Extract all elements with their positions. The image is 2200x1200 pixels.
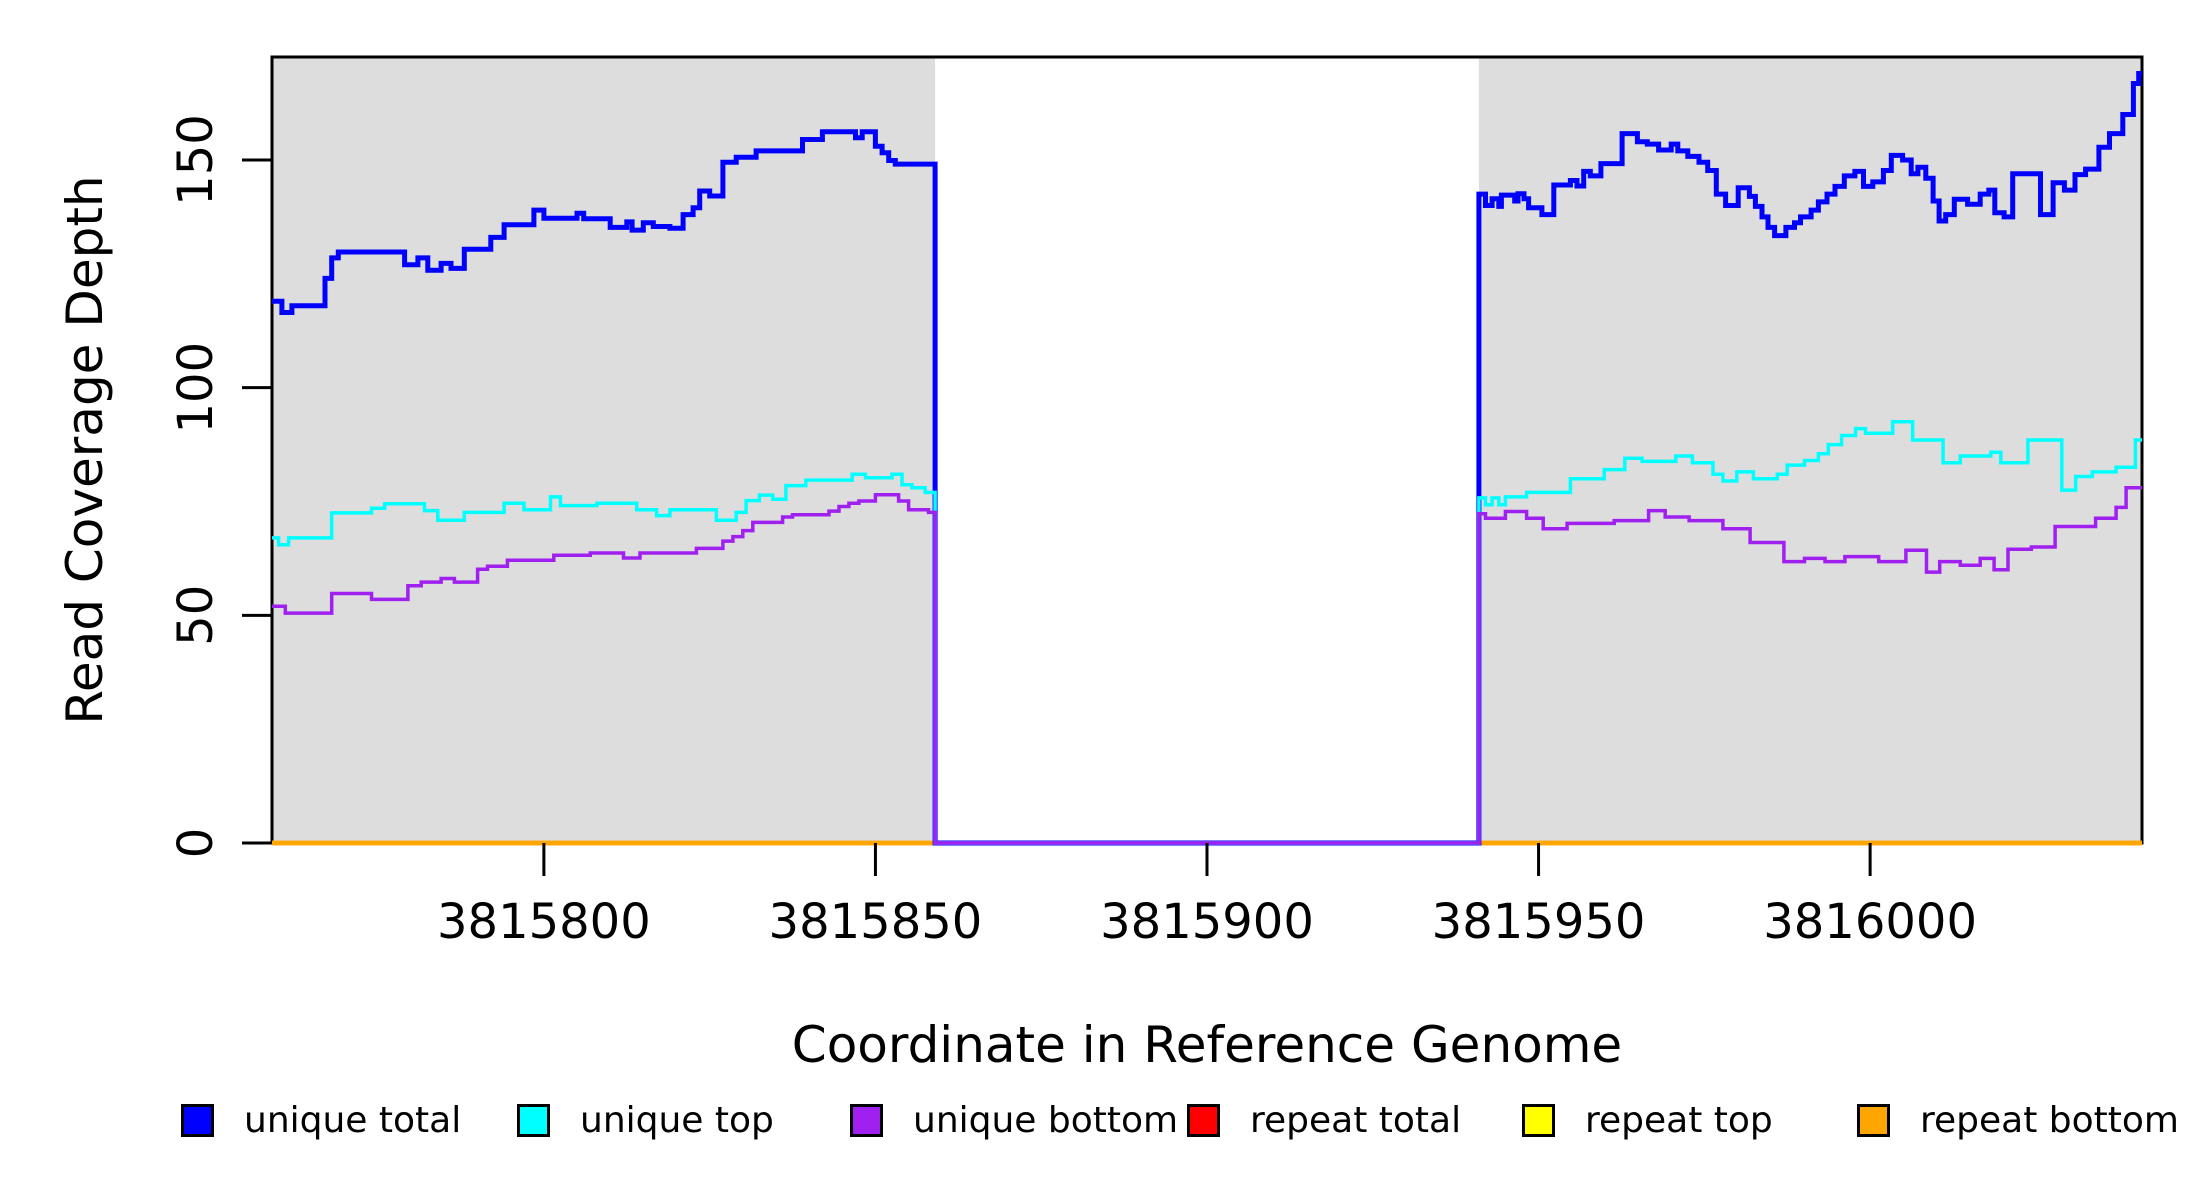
y-tick-label-0: 0 — [168, 828, 224, 859]
y-axis-title: Read Coverage Depth — [56, 175, 114, 725]
legend-swatch-icon — [850, 1104, 883, 1137]
legend-swatch-icon — [1187, 1104, 1220, 1137]
shaded-region-0 — [272, 57, 936, 843]
legend-swatch-icon — [181, 1104, 214, 1137]
legend-label: repeat total — [1250, 1100, 1462, 1141]
legend-item-repeat-bottom: repeat bottom — [1857, 1100, 2179, 1141]
series-unique-total — [272, 71, 2142, 846]
y-tick-label-2: 100 — [168, 342, 224, 434]
legend-label: unique top — [580, 1100, 774, 1141]
series-unique-top — [272, 420, 2142, 845]
legend-item-repeat-top: repeat top — [1522, 1100, 1773, 1141]
x-tick-label-3: 3815950 — [1432, 894, 1646, 950]
series-unique-bottom — [272, 486, 2142, 845]
shaded-region-1 — [1478, 57, 2142, 843]
x-tick-label-1: 3815850 — [769, 894, 983, 950]
x-tick-label-2: 3815900 — [1100, 894, 1314, 950]
legend-swatch-icon — [517, 1104, 550, 1137]
legend-item-unique-total: unique total — [181, 1100, 461, 1141]
legend-label: unique bottom — [913, 1100, 1179, 1141]
legend-item-unique-top: unique top — [517, 1100, 774, 1141]
y-tick-label-1: 50 — [168, 585, 224, 646]
legend-label: repeat top — [1585, 1100, 1773, 1141]
legend-label: unique total — [244, 1100, 462, 1141]
legend: unique total unique top unique bottom repea… — [0, 1100, 2200, 1160]
legend-swatch-icon — [1522, 1104, 1555, 1137]
legend-label: repeat bottom — [1920, 1100, 2179, 1141]
y-tick-label-3: 150 — [168, 114, 224, 206]
legend-swatch-icon — [1857, 1104, 1890, 1137]
x-tick-label-4: 3816000 — [1763, 894, 1977, 950]
x-axis-title: Coordinate in Reference Genome — [791, 1016, 1623, 1074]
legend-item-repeat-total: repeat total — [1187, 1100, 1461, 1141]
legend-item-unique-bottom: unique bottom — [850, 1100, 1178, 1141]
x-tick-label-0: 3815800 — [437, 894, 651, 950]
